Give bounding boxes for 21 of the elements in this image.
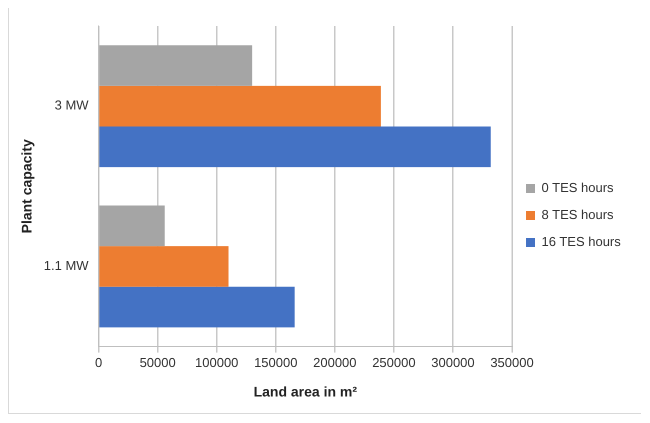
bar	[99, 126, 491, 168]
legend-label: 0 TES hours	[542, 180, 614, 196]
x-axis-title: Land area in m²	[254, 383, 358, 400]
x-tick-label: 350000	[490, 354, 534, 370]
x-tick-label: 200000	[313, 354, 357, 370]
x-tick-label: 250000	[372, 354, 416, 370]
x-tick-label: 100000	[195, 354, 238, 370]
bar	[99, 206, 165, 246]
bar	[99, 45, 252, 86]
x-tick-label: 300000	[431, 354, 475, 370]
x-tick-label: 0	[94, 354, 102, 370]
bar	[99, 286, 295, 328]
y-axis-title: Plant capacity	[18, 139, 34, 234]
y-tick-label: 1.1 MW	[44, 258, 90, 274]
legend-label: 16 TES hours	[542, 234, 622, 250]
bar	[99, 246, 229, 287]
y-tick-label: 3 MW	[54, 98, 90, 113]
legend-label: 8 TES hours	[542, 207, 614, 222]
x-tick-label: 150000	[254, 354, 298, 370]
x-tick-label: 50000	[140, 354, 176, 370]
bar	[99, 86, 381, 126]
